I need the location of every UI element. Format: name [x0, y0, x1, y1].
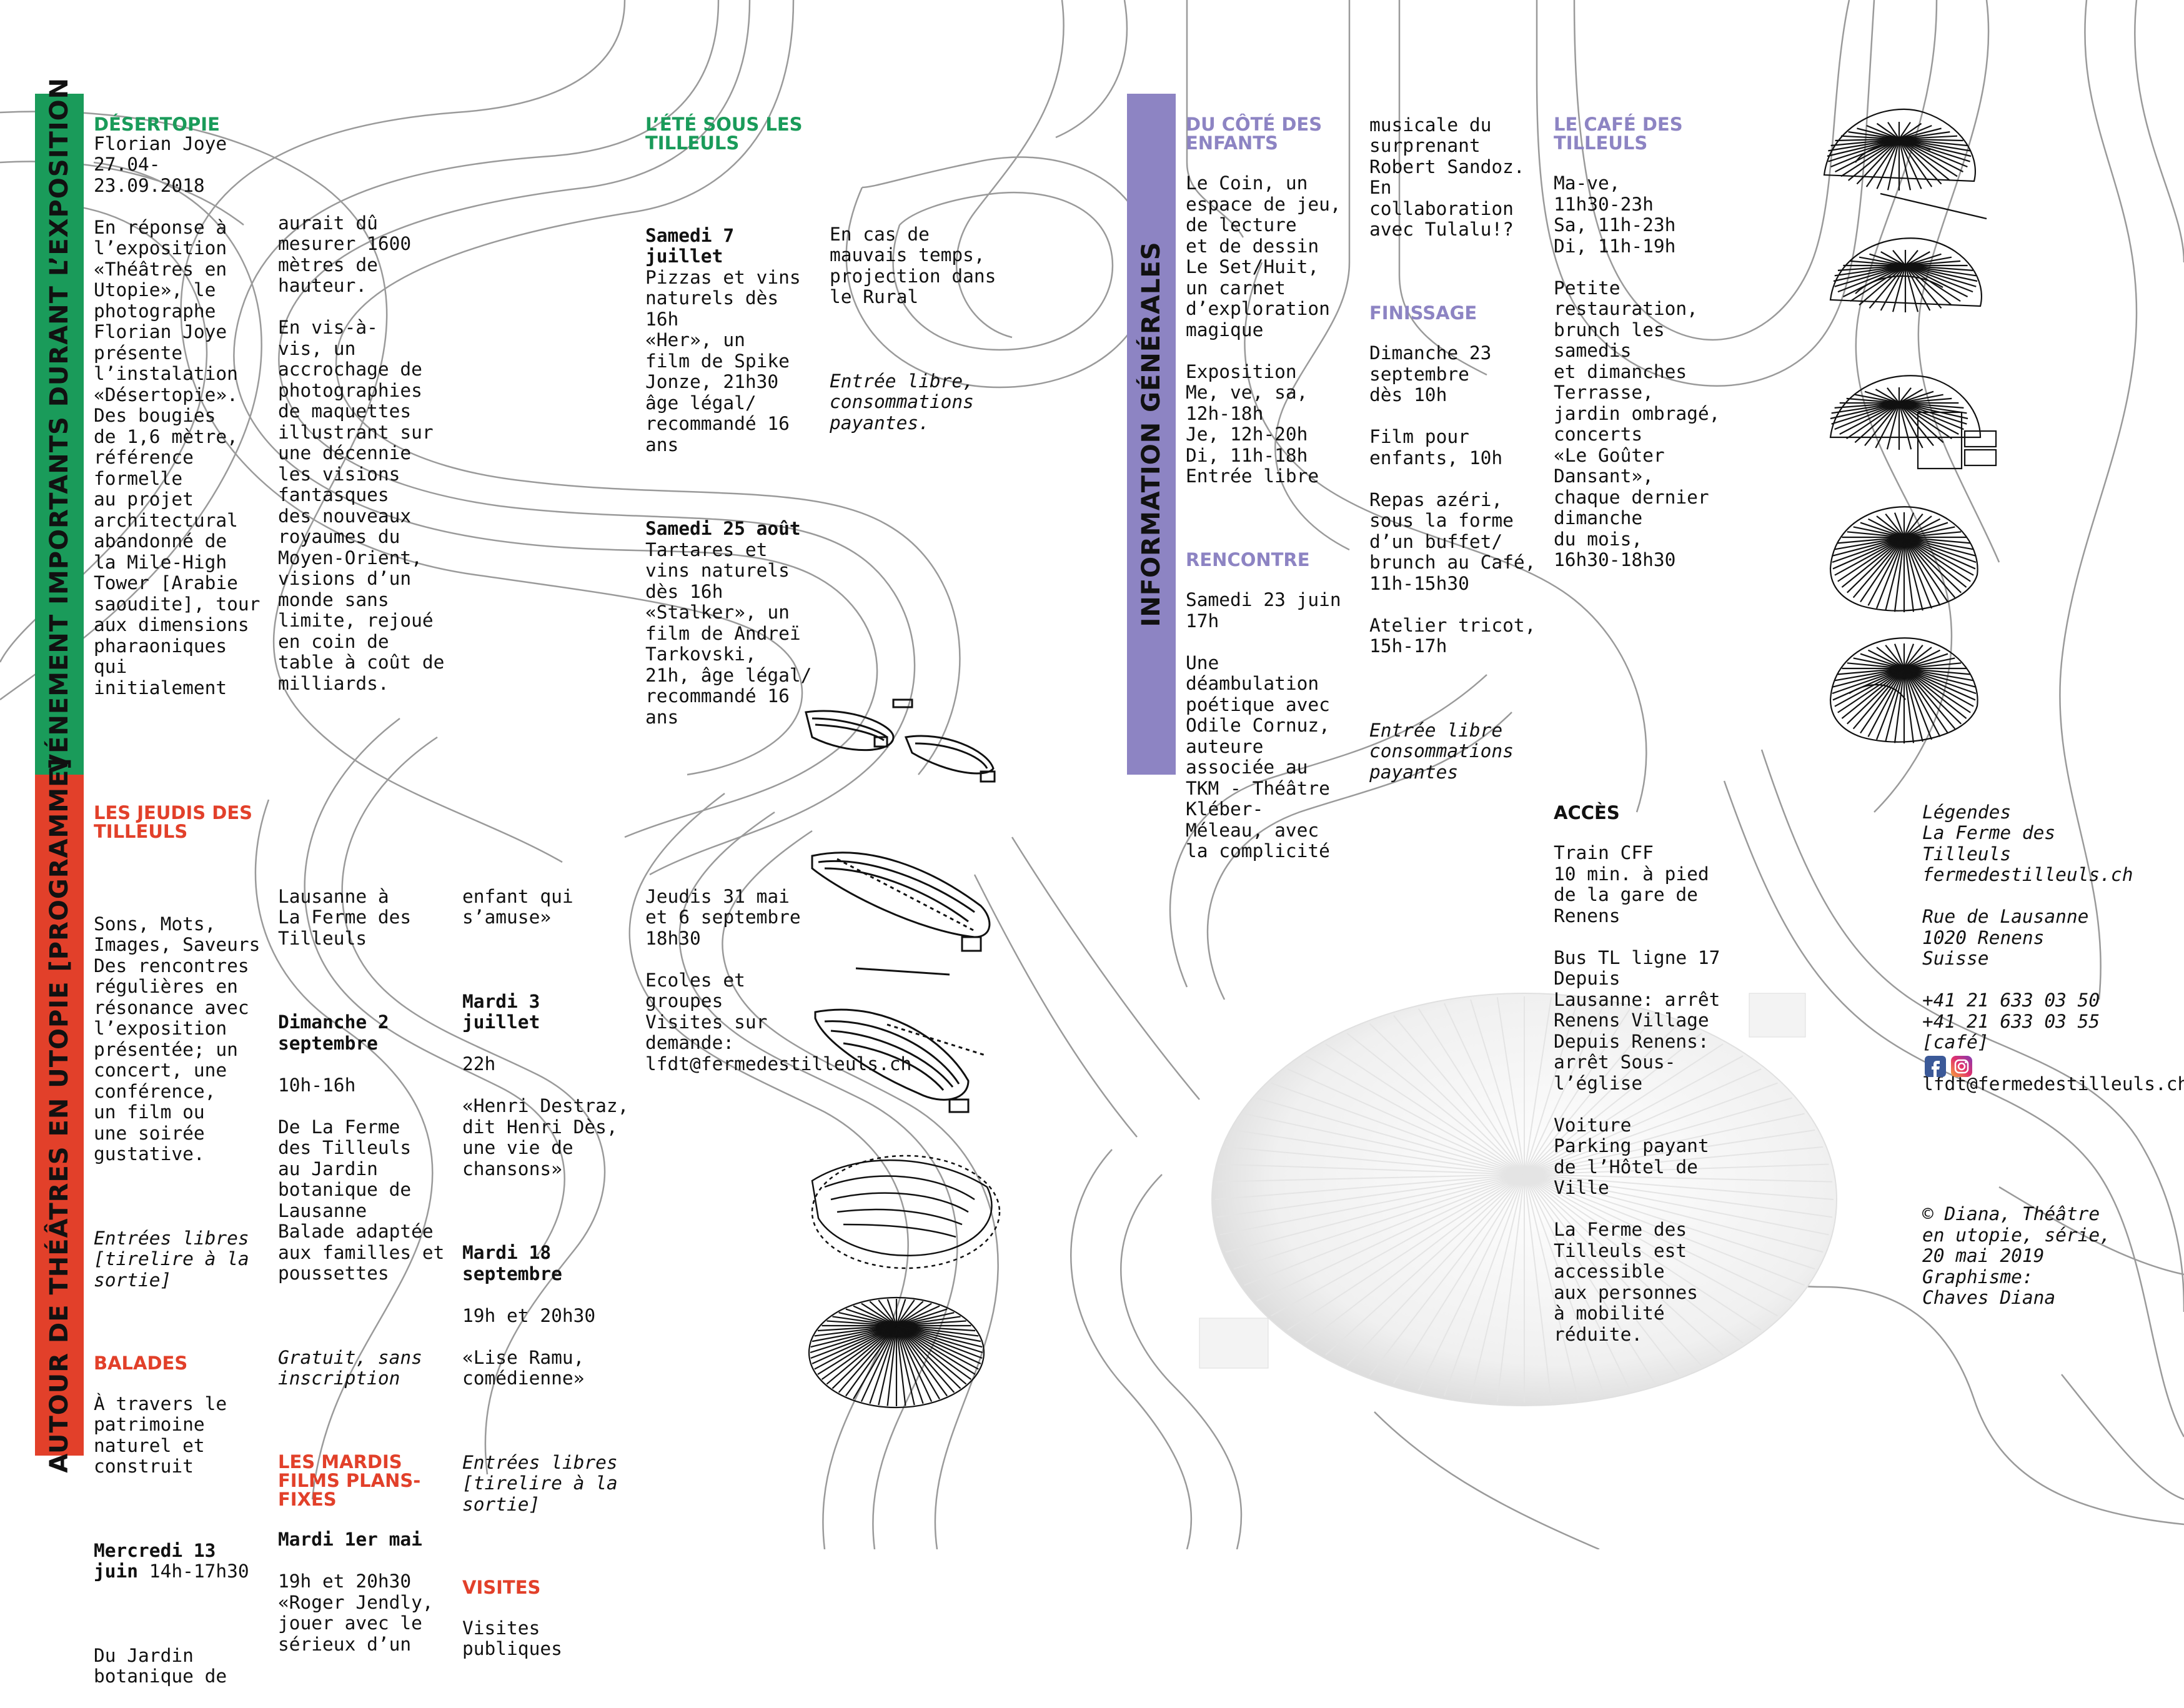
sketch-right-4 — [1829, 506, 1978, 612]
balade-text-2: 10h-16h De La Ferme des Tilleuls au Jard… — [278, 1074, 445, 1284]
band-program-label: AUTOUR DE THÉÂTRES EN UTOPIE [PROGRAMME] — [45, 757, 74, 1473]
jeudis-col4: Jeudis 31 mai et 6 septembre 18h30 Ecole… — [645, 865, 912, 1096]
mardi-1-date: Mardi 1er mai — [278, 1529, 422, 1550]
balades-title: BALADES — [94, 1353, 188, 1374]
balades-text: À travers le patrimoine naturel et const… — [94, 1393, 227, 1477]
ete-free: Entrée libre, consommations payantes. — [830, 370, 974, 434]
enfants-title: DU CÔTÉ DES ENFANTS — [1186, 113, 1323, 154]
jeudis-title: LES JEUDIS DES TILLEULS — [94, 802, 253, 842]
rencontre-text: Samedi 23 juin 17h Une déambulation poét… — [1186, 589, 1341, 861]
ete-date-1: Samedi 7 juillet — [645, 224, 735, 267]
sketch-cutaway-2 — [811, 852, 991, 976]
mardi-18-date: Mardi 18 septembre — [462, 1242, 562, 1284]
jeudis-text: Sons, Mots, Images, Saveurs Des rencontr… — [94, 913, 261, 1164]
dome-rendering — [1199, 993, 1837, 1406]
sketch-right-5 — [1829, 637, 1978, 743]
contact-credits: © Diana, Théâtre en utopie, série, 20 ma… — [1922, 1203, 2111, 1308]
mardi-1-cont: enfant qui s’amuse» — [462, 885, 573, 928]
cafe-title: LE CAFÉ DES TILLEULS — [1554, 113, 1683, 154]
finissage-col: musicale du surprenant Robert Sandoz. En… — [1369, 94, 1551, 804]
cafe-text: Ma-ve, 11h30-23h Sa, 11h-23h Di, 11h-19h… — [1554, 172, 1720, 570]
contact-email[interactable]: lfdt@fermedestilleuls.ch — [1922, 1073, 2184, 1095]
mardi-1-text: 19h et 20h30 «Roger Jendly, jouer avec l… — [278, 1571, 434, 1655]
ete-date-2: Samedi 25 août — [645, 518, 801, 539]
enfants-col: DU CÔTÉ DES ENFANTS Le Coin, un espace d… — [1186, 94, 1367, 883]
ete-title: L’ÉTÉ SOUS LES TILLEULS — [645, 113, 803, 154]
balades-route-2: Lausanne à La Ferme des Tilleuls — [278, 885, 412, 949]
mardis-title: LES MARDIS FILMS PLANS- FIXES — [278, 1451, 421, 1510]
band-info: INFORMATION GÉNÉRALES — [1127, 94, 1176, 775]
visites-title: VISITES — [462, 1577, 541, 1598]
desertopie-text-2: aurait dû mesurer 1600 mètres de hauteur… — [278, 212, 445, 694]
balades-time: 14h-17h30 — [138, 1561, 249, 1582]
sketch-dome-section — [811, 1154, 1001, 1269]
sketch-right-3 — [1829, 375, 1997, 470]
balade-date-2: Dimanche 2 septembre — [278, 1011, 389, 1054]
ete-col2: En cas de mauvais temps, projection dans… — [830, 203, 1017, 455]
cafe-col: LE CAFÉ DES TILLEULS Ma-ve, 11h30-23h Sa… — [1554, 94, 1741, 592]
visites-text: Visites publiques — [462, 1617, 562, 1659]
band-program: AUTOUR DE THÉÂTRES EN UTOPIE [PROGRAMME] — [35, 757, 84, 1473]
mardi-18-text: 19h et 20h30 «Lise Ramu, comédienne» — [462, 1304, 596, 1389]
desertopie-col2: aurait dû mesurer 1600 mètres de hauteur… — [278, 192, 459, 694]
rencontre-title: RENCONTRE — [1186, 549, 1310, 570]
balade-free: Gratuit, sans inscription — [278, 1346, 422, 1389]
band-events-label: ÉVÉNEMENT IMPORTANTS DURANT L’EXPOSITION — [45, 77, 74, 792]
jeudis-col3: enfant qui s’amuse» Mardi 3 juillet 22h … — [462, 865, 643, 1681]
sketch-right-1 — [1823, 108, 1987, 220]
enfants-text: Le Coin, un espace de jeu, de lecture et… — [1186, 172, 1341, 487]
finissage-free: Entrée libre consommations payantes — [1369, 719, 1514, 783]
ete-col1: L’ÉTÉ SOUS LES TILLEULS Samedi 7 juillet… — [645, 94, 833, 749]
ete-date-2-text: Tartares et vins naturels dès 16h «Stalk… — [645, 539, 812, 728]
sketch-right-2 — [1829, 237, 1982, 312]
contact-col: Légendes La Ferme des Tilleuls fermedest… — [1922, 781, 2184, 1329]
balades-route: Du Jardin botanique de — [94, 1644, 227, 1687]
band-info-label: INFORMATION GÉNÉRALES — [1137, 241, 1166, 627]
jeudis-col2: Lausanne à La Ferme des Tilleuls Dimanch… — [278, 865, 459, 1676]
visites-details: Jeudis 31 mai et 6 septembre 18h30 Ecole… — [645, 885, 912, 1075]
facebook-icon[interactable] — [1925, 1056, 1946, 1077]
desertopie-col1: DÉSERTOPIE Florian Joye 27.04- 23.09.2018… — [94, 94, 269, 698]
band-events: ÉVÉNEMENT IMPORTANTS DURANT L’EXPOSITION — [35, 77, 84, 791]
jeudis-free: Entrées libres [tirelire à la sortie] — [94, 1227, 249, 1291]
contact-legend: Légendes La Ferme des Tilleuls fermedest… — [1922, 801, 2133, 1053]
finissage-title: FINISSAGE — [1369, 302, 1477, 324]
instagram-icon[interactable] — [1951, 1056, 1972, 1077]
jeudis-col1: LES JEUDIS DES TILLEULS Sons, Mots, Imag… — [94, 782, 275, 1708]
acces-title: ACCÈS — [1554, 802, 1620, 823]
desertopie-title: DÉSERTOPIE — [94, 113, 220, 135]
mardi-3-text: 22h «Henri Destraz, dit Henri Dès, une v… — [462, 1053, 629, 1179]
desertopie-text-1: Florian Joye 27.04- 23.09.2018 En répons… — [94, 132, 261, 698]
acces-col: ACCÈS Train CFF 10 min. à pied de la gar… — [1554, 782, 1741, 1366]
topographic-contour-background — [0, 0, 2184, 1549]
mardis-free: Entrées libres [tirelire à la sortie] — [462, 1451, 618, 1515]
acces-text: Train CFF 10 min. à pied de la gare de R… — [1554, 842, 1720, 1345]
sketch-cutaway-3 — [814, 1008, 988, 1113]
finissage-text: Dimanche 23 septembre dès 10h Film pour … — [1369, 342, 1536, 657]
ete-date-1-text: Pizzas et vins naturels dès 16h «Her», u… — [645, 266, 801, 455]
sketch-dome-ribbed — [808, 1296, 985, 1409]
rencontre-cont: musicale du surprenant Robert Sandoz. En… — [1369, 114, 1525, 240]
sketch-cutaway-1 — [805, 698, 996, 783]
ete-rain: En cas de mauvais temps, projection dans… — [830, 223, 996, 307]
mardi-3-date: Mardi 3 juillet — [462, 990, 540, 1033]
